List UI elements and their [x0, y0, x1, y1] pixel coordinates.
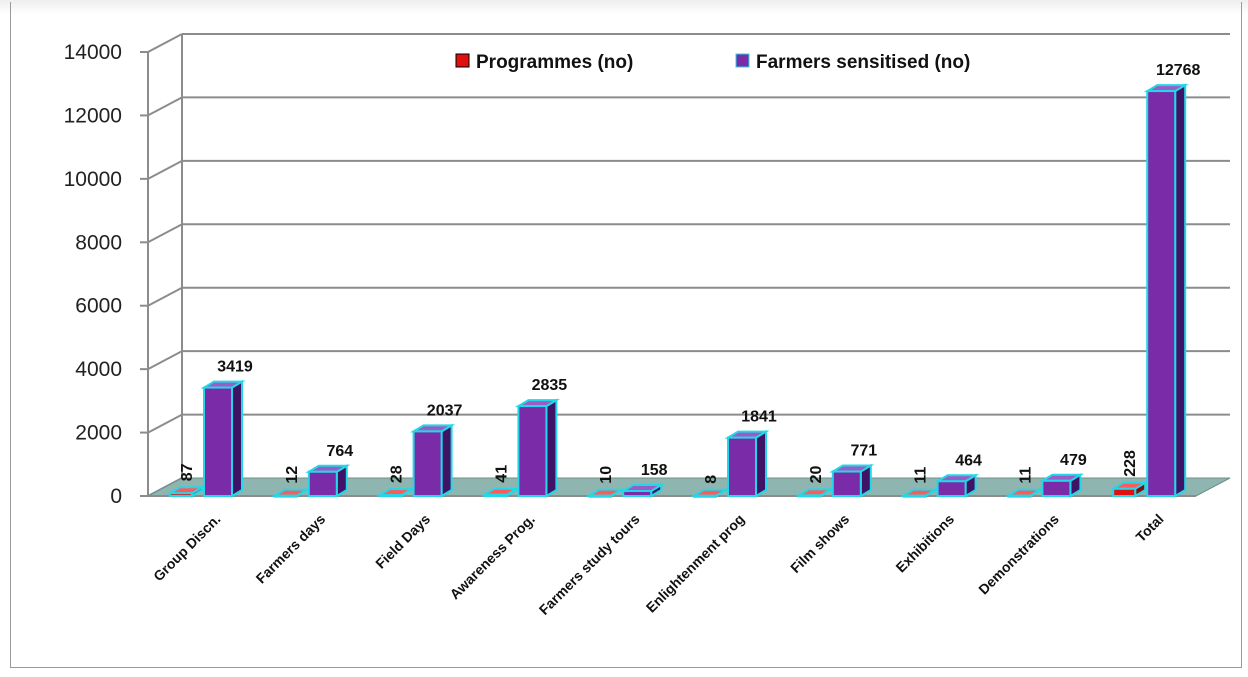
y-tick-label: 4000	[75, 358, 122, 381]
gridline-side	[147, 223, 183, 244]
bar-farmers-farmers-days	[305, 464, 351, 498]
bar-farmers-group-discn	[200, 379, 246, 498]
bar-farmers-demonstrations	[1038, 473, 1085, 498]
bar-side	[231, 379, 243, 498]
x-tick-label: Exhibitions	[892, 511, 957, 576]
y-tick-label: 12000	[64, 104, 122, 127]
bar-programmes-demonstrations	[1004, 487, 1045, 498]
bar-front	[622, 489, 653, 497]
bar-farmers-total	[1143, 83, 1189, 498]
bar-programmes-total	[1109, 481, 1149, 498]
x-tick-label: Enlightenment prog	[643, 511, 748, 616]
bar-front	[517, 405, 548, 497]
top-band	[0, 0, 1248, 14]
data-label-farmers: 158	[641, 462, 668, 479]
bar-front	[1007, 494, 1032, 498]
bar-front	[693, 494, 717, 498]
data-label-farmers: 771	[850, 443, 877, 460]
data-label-programmes: 12	[284, 466, 301, 484]
bar-front	[797, 494, 822, 498]
bar-front	[727, 436, 757, 498]
bar-front	[936, 480, 967, 498]
gridline-side	[147, 96, 183, 117]
y-tick-label: 14000	[64, 41, 122, 64]
gridline-side	[147, 286, 183, 307]
bar-front	[588, 494, 613, 498]
bar-front	[378, 494, 403, 498]
data-label-farmers: 2037	[427, 402, 463, 419]
data-label-farmers: 12768	[1156, 62, 1201, 79]
legend-swatch	[735, 53, 750, 68]
data-label-farmers: 479	[1060, 452, 1087, 469]
bar-farmers-enlightenment-prog	[724, 429, 770, 498]
bar-side	[440, 423, 453, 498]
y-tick-label: 6000	[75, 295, 122, 318]
data-label-farmers: 3419	[217, 359, 253, 376]
x-tick-label: Film shows	[787, 511, 852, 576]
data-label-farmers: 464	[955, 452, 982, 469]
x-tick-label: Group Discn.	[150, 511, 223, 584]
bar-programmes-farmers-study-tours	[585, 487, 625, 498]
bar-farmers-field-days	[409, 423, 456, 498]
data-label-programmes: 10	[598, 466, 615, 484]
x-tick-label: Total	[1132, 511, 1166, 545]
bar-farmers-awareness-prog	[514, 398, 561, 498]
data-label-programmes: 11	[913, 467, 930, 484]
bar-programmes-awareness-prog	[480, 486, 521, 498]
legend-label: Farmers sensitised (no)	[756, 52, 970, 73]
y-tick-label: 8000	[75, 231, 122, 254]
bar-farmers-film-shows	[829, 463, 875, 498]
data-label-programmes: 41	[493, 465, 510, 483]
bar-front	[1041, 479, 1072, 498]
x-tick-label: Farmers days	[253, 511, 329, 587]
bar-front	[203, 386, 233, 497]
data-label-farmers: 1841	[741, 409, 777, 426]
bar-side	[1174, 83, 1187, 498]
x-tick-label: Farmers study tours	[536, 511, 643, 618]
legend-swatch	[455, 53, 470, 68]
bar-front	[169, 492, 193, 497]
bar-front	[307, 470, 338, 498]
bar-programmes-field-days	[375, 487, 416, 498]
bar-front	[831, 470, 862, 497]
y-tick-label: 2000	[75, 422, 122, 445]
bar-farmers-farmers-study-tours	[619, 483, 665, 498]
chart-frame	[10, 2, 1242, 668]
data-label-farmers: 764	[326, 443, 353, 460]
legend-label: Programmes (no)	[476, 52, 633, 73]
x-tick-label: Demonstrations	[975, 511, 1062, 598]
bar-front	[1146, 90, 1177, 498]
bar-front	[273, 494, 298, 498]
bar-front	[902, 494, 927, 498]
y-tick-label: 0	[110, 485, 122, 508]
gridline-side	[147, 350, 183, 371]
data-label-programmes: 28	[389, 465, 406, 483]
bar-programmes-film-shows	[795, 487, 835, 498]
bar-farmers-exhibitions	[933, 473, 980, 498]
bar-programmes-exhibitions	[899, 487, 940, 498]
data-label-farmers: 2835	[532, 377, 568, 394]
data-label-programmes: 87	[179, 463, 196, 481]
data-label-programmes: 11	[1017, 467, 1034, 484]
bar-programmes-group-discn	[166, 485, 206, 498]
x-tick-label: Awareness Prog.	[446, 511, 537, 602]
data-label-programmes: 228	[1122, 450, 1139, 477]
gridline-side	[147, 413, 183, 434]
y-tick-label: 10000	[64, 168, 122, 191]
data-label-programmes: 20	[808, 465, 825, 483]
x-tick-label: Field Days	[372, 511, 433, 572]
gridline-side	[147, 33, 183, 53]
gridline-side	[147, 159, 183, 180]
data-label-programmes: 8	[703, 475, 720, 484]
bar-programmes-farmers-days	[271, 487, 311, 498]
bar-programmes-enlightenment-prog	[690, 487, 730, 498]
bar-front	[483, 493, 508, 497]
bar-side	[755, 429, 767, 498]
bar-front	[412, 430, 443, 498]
bar-front	[1112, 487, 1137, 497]
bar-side	[545, 398, 558, 498]
